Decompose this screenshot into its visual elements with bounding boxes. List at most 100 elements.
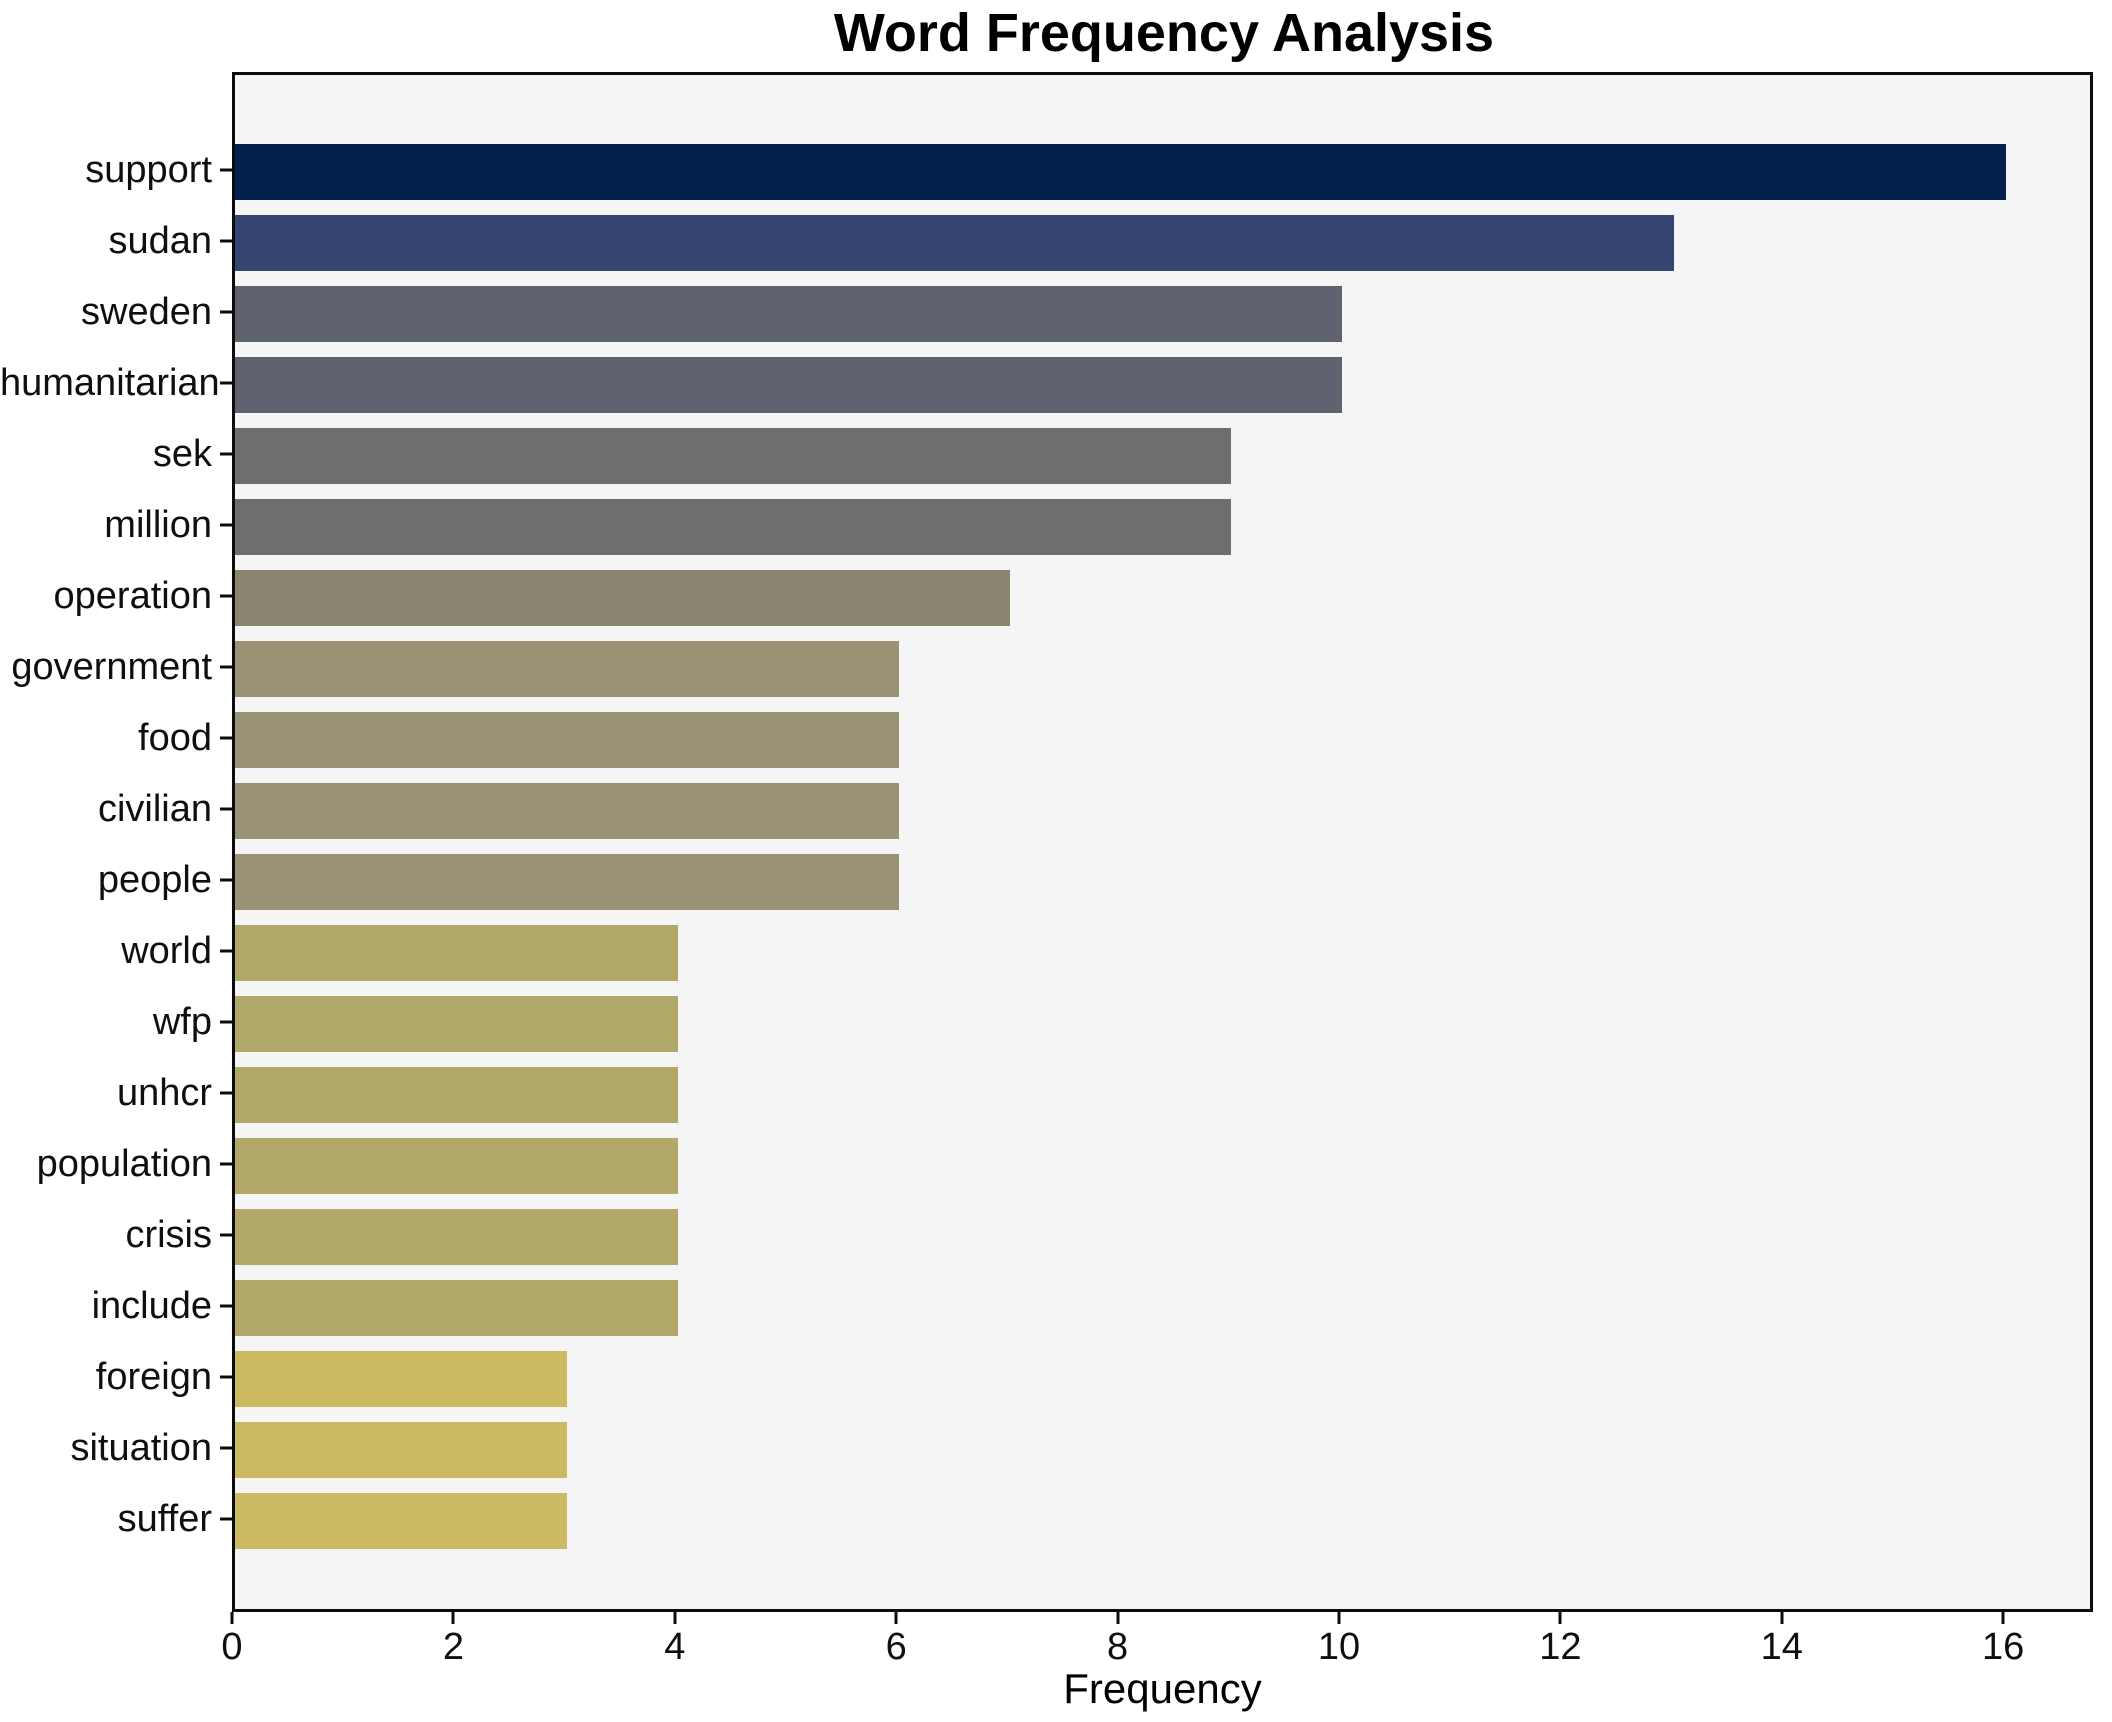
bar-include xyxy=(235,1280,678,1336)
bar-humanitarian xyxy=(235,357,1342,413)
bar-people xyxy=(235,854,900,910)
bars-container xyxy=(235,137,2090,1557)
y-label-include: include xyxy=(91,1284,212,1327)
bar-row-include xyxy=(235,1273,2090,1344)
bar-support xyxy=(235,144,2007,200)
y-tick-civilian xyxy=(220,807,232,810)
x-tick-label-6: 6 xyxy=(885,1626,907,1668)
x-tick-12 xyxy=(1558,1612,1562,1624)
x-tick-2 xyxy=(451,1612,455,1624)
y-label-foreign: foreign xyxy=(95,1355,212,1398)
y-tick-population xyxy=(220,1162,232,1165)
bar-row-unhcr xyxy=(235,1060,2090,1131)
bar-suffer xyxy=(235,1493,568,1549)
y-tick-sudan xyxy=(220,239,232,242)
y-label-population: population xyxy=(36,1142,212,1185)
y-label-world: world xyxy=(121,929,212,972)
bar-row-sek xyxy=(235,421,2090,492)
y-tick-situation xyxy=(220,1446,232,1449)
bar-world xyxy=(235,925,678,981)
bar-crisis xyxy=(235,1209,678,1265)
bar-sudan xyxy=(235,215,1675,271)
x-axis-label: Frequency xyxy=(1063,1665,1262,1712)
bar-row-world xyxy=(235,918,2090,989)
chart-title: Word Frequency Analysis xyxy=(833,3,1495,63)
y-label-government: government xyxy=(11,645,212,688)
x-tick-10 xyxy=(1337,1612,1341,1624)
plot-area xyxy=(232,72,2093,1612)
bar-row-support xyxy=(235,137,2090,208)
bar-foreign xyxy=(235,1351,568,1407)
bar-million xyxy=(235,499,1232,555)
x-tick-label-2: 2 xyxy=(442,1626,464,1668)
bar-row-suffer xyxy=(235,1486,2090,1557)
bar-row-humanitarian xyxy=(235,350,2090,421)
bar-sek xyxy=(235,428,1232,484)
y-label-food: food xyxy=(138,716,212,759)
bar-situation xyxy=(235,1422,568,1478)
bar-row-food xyxy=(235,705,2090,776)
y-label-support: support xyxy=(85,148,212,191)
y-tick-food xyxy=(220,736,232,739)
bar-row-government xyxy=(235,634,2090,705)
x-tick-0 xyxy=(230,1612,234,1624)
bar-unhcr xyxy=(235,1067,678,1123)
y-tick-include xyxy=(220,1304,232,1307)
bar-food xyxy=(235,712,900,768)
y-tick-people xyxy=(220,878,232,881)
y-label-sweden: sweden xyxy=(81,290,212,333)
x-tick-label-14: 14 xyxy=(1760,1626,1803,1668)
x-tick-label-12: 12 xyxy=(1539,1626,1582,1668)
y-label-humanitarian: humanitarian xyxy=(0,361,220,404)
y-tick-suffer xyxy=(220,1517,232,1520)
x-tick-label-4: 4 xyxy=(664,1626,686,1668)
y-label-sudan: sudan xyxy=(108,219,212,262)
y-tick-government xyxy=(220,665,232,668)
bar-row-sudan xyxy=(235,208,2090,279)
y-tick-wfp xyxy=(220,1020,232,1023)
y-tick-sweden xyxy=(220,310,232,313)
y-label-people: people xyxy=(97,858,212,901)
y-tick-world xyxy=(220,949,232,952)
y-tick-unhcr xyxy=(220,1091,232,1094)
bar-row-situation xyxy=(235,1415,2090,1486)
y-label-operation: operation xyxy=(53,574,212,617)
y-tick-crisis xyxy=(220,1233,232,1236)
bar-row-population xyxy=(235,1131,2090,1202)
bar-wfp xyxy=(235,996,678,1052)
bar-population xyxy=(235,1138,678,1194)
x-tick-4 xyxy=(673,1612,677,1624)
x-tick-16 xyxy=(2001,1612,2005,1624)
y-tick-million xyxy=(220,523,232,526)
bar-operation xyxy=(235,570,1010,626)
x-tick-14 xyxy=(1780,1612,1784,1624)
y-label-unhcr: unhcr xyxy=(116,1071,212,1114)
y-label-million: million xyxy=(104,503,212,546)
y-label-suffer: suffer xyxy=(117,1497,212,1540)
x-tick-label-16: 16 xyxy=(1982,1626,2025,1668)
x-tick-label-8: 8 xyxy=(1107,1626,1129,1668)
y-label-crisis: crisis xyxy=(125,1213,212,1256)
bar-row-people xyxy=(235,847,2090,918)
y-label-sek: sek xyxy=(152,432,212,475)
y-tick-operation xyxy=(220,594,232,597)
bar-row-foreign xyxy=(235,1344,2090,1415)
bar-row-million xyxy=(235,492,2090,563)
x-tick-label-0: 0 xyxy=(221,1626,243,1668)
y-tick-sek xyxy=(220,452,232,455)
bar-sweden xyxy=(235,286,1342,342)
bar-government xyxy=(235,641,900,697)
bar-row-civilian xyxy=(235,776,2090,847)
y-tick-foreign xyxy=(220,1375,232,1378)
y-tick-support xyxy=(220,168,232,171)
bar-row-sweden xyxy=(235,279,2090,350)
y-label-situation: situation xyxy=(70,1426,212,1469)
y-tick-humanitarian xyxy=(220,381,232,384)
bar-row-wfp xyxy=(235,989,2090,1060)
x-tick-6 xyxy=(894,1612,898,1624)
bar-row-crisis xyxy=(235,1202,2090,1273)
x-tick-8 xyxy=(1116,1612,1120,1624)
bar-row-operation xyxy=(235,563,2090,634)
y-label-wfp: wfp xyxy=(152,1000,212,1043)
